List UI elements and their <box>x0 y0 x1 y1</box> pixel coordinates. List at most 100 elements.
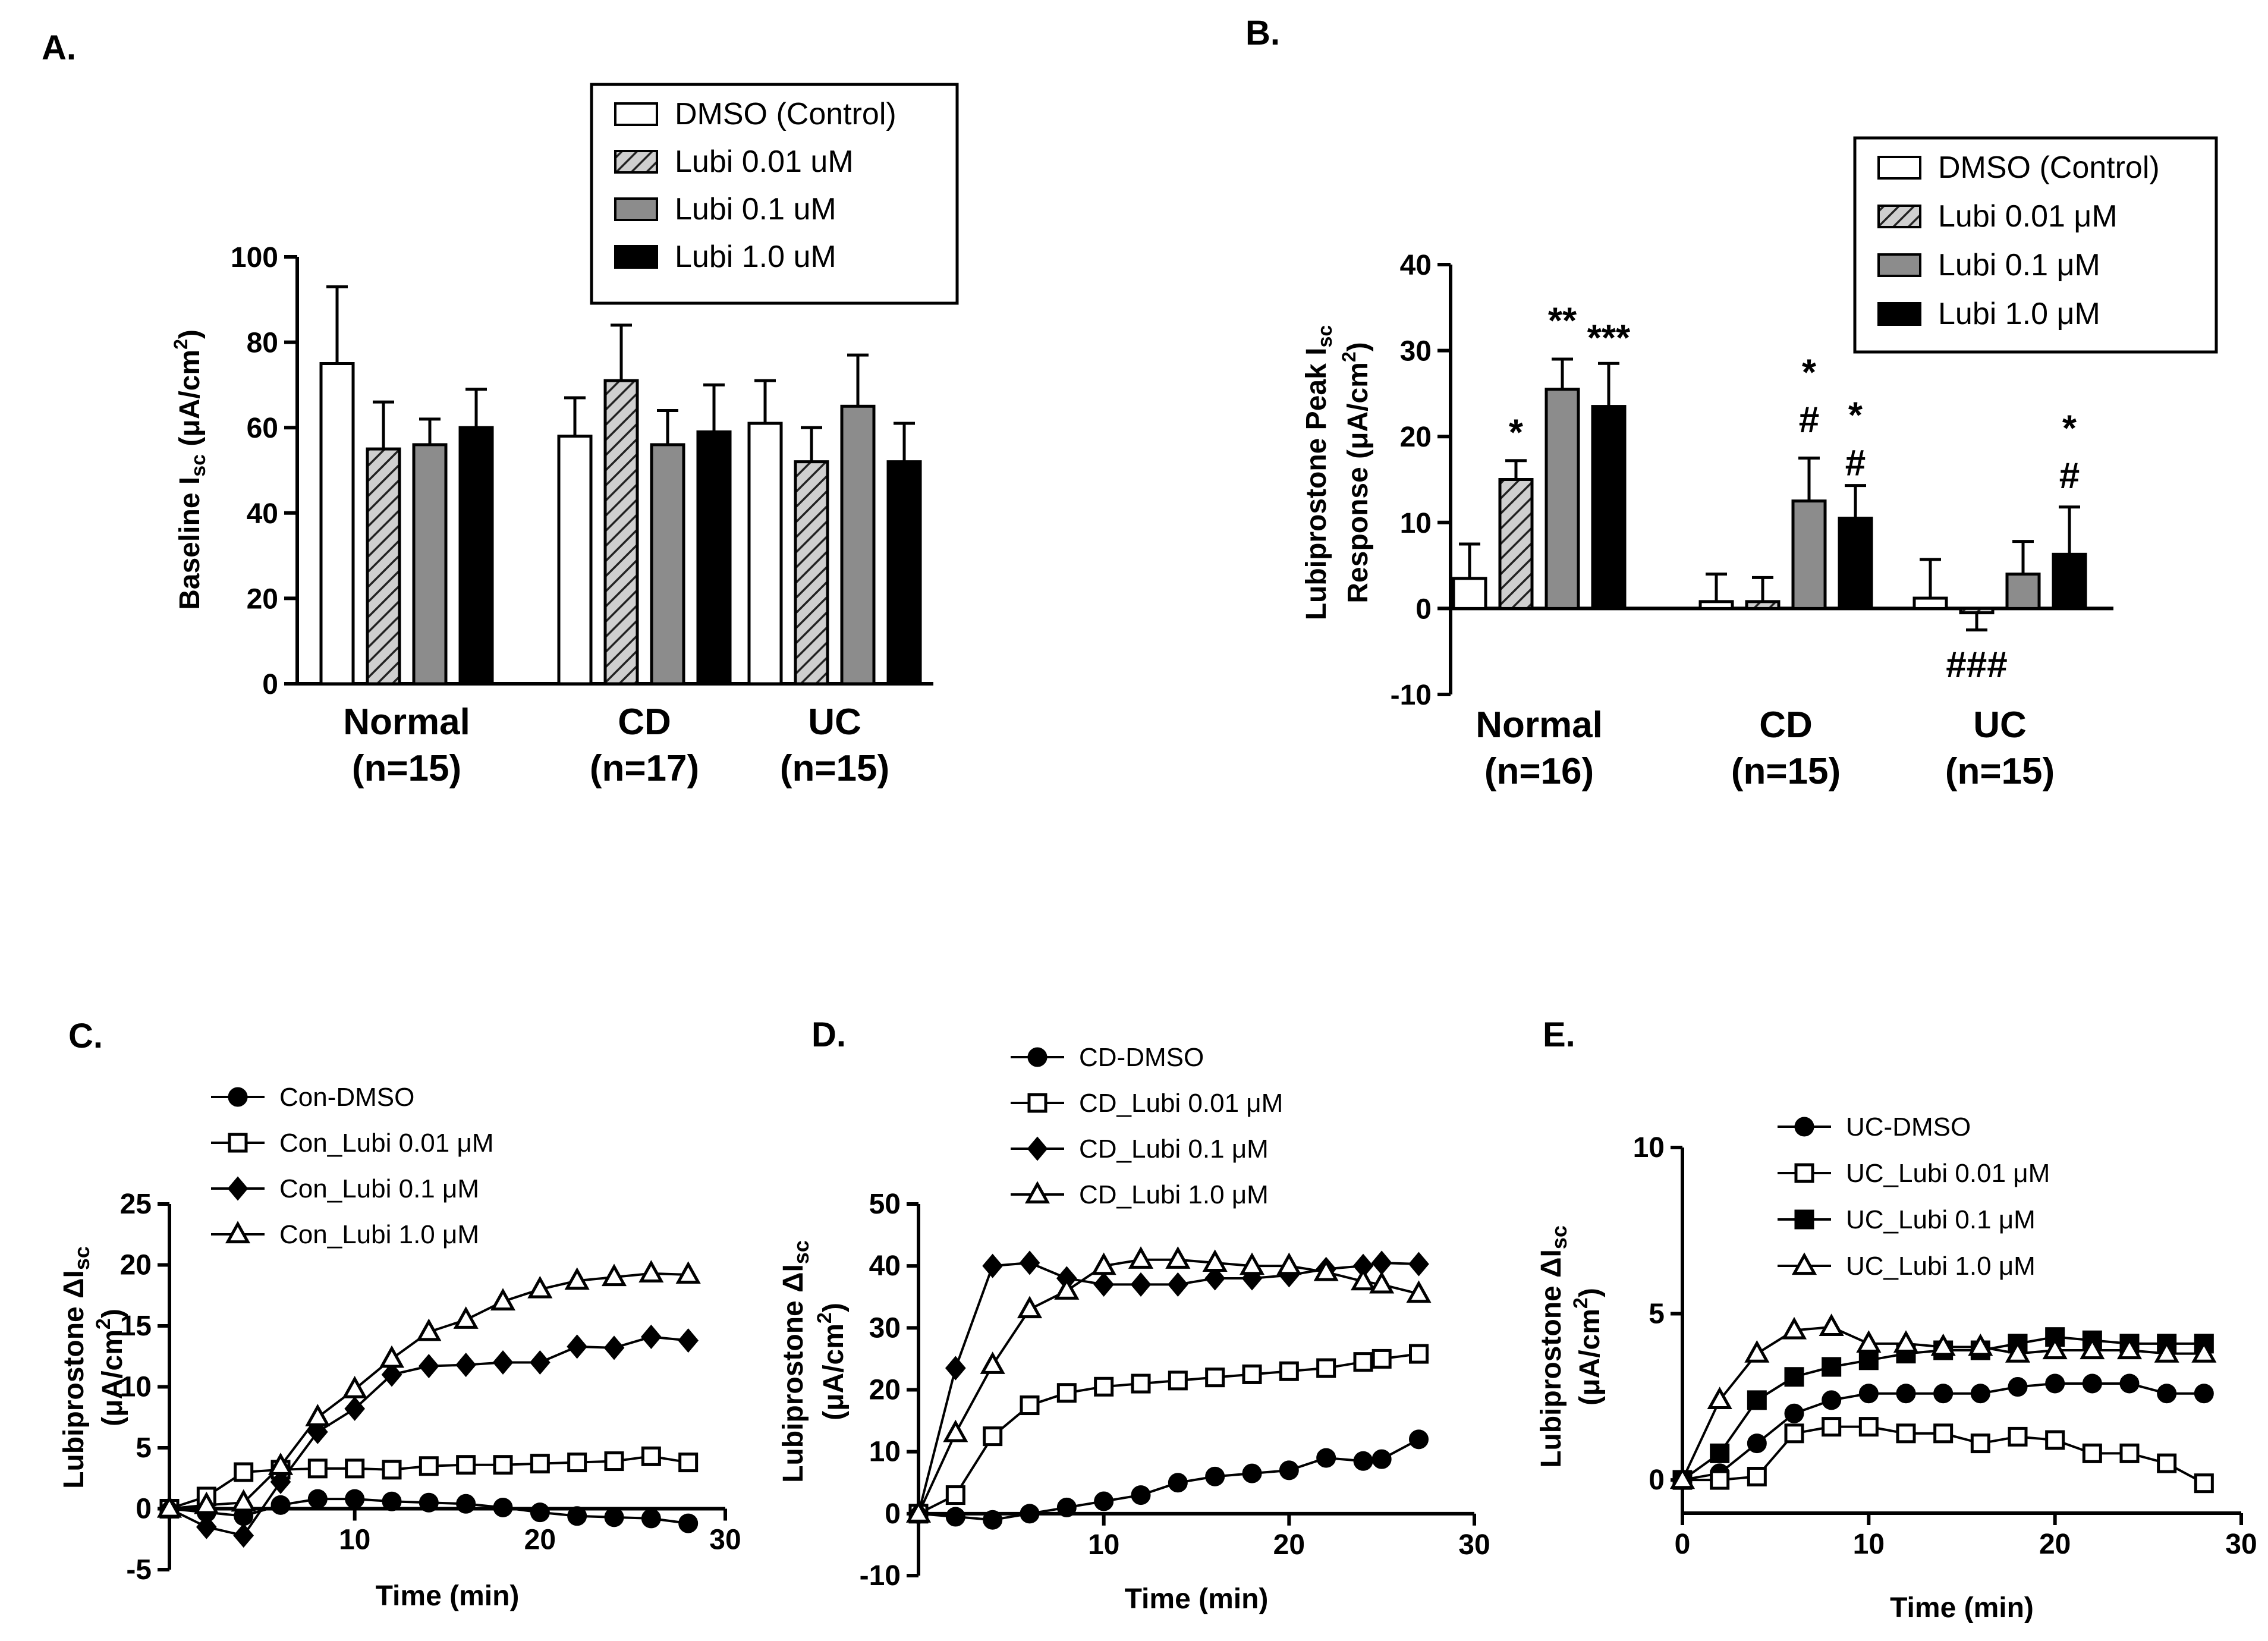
legend-label: CD_Lubi 1.0 μM <box>1079 1180 1269 1209</box>
data-point <box>1279 1460 1299 1480</box>
x-tick-label: 10 <box>1088 1529 1119 1561</box>
data-point <box>567 1506 587 1526</box>
y-tick-label: -10 <box>860 1560 901 1592</box>
data-point <box>980 1351 1005 1374</box>
data-point <box>156 1495 183 1518</box>
data-point <box>228 1133 248 1153</box>
data-point <box>675 1261 701 1284</box>
y-tick-label: 0 <box>885 1498 901 1530</box>
category-n-label: (n=15) <box>1945 751 2055 792</box>
data-point <box>1710 1443 1730 1463</box>
legend-label: Lubi 1.0 uM <box>675 240 836 274</box>
y-axis-label: Lubiprostone ΔIsc <box>1536 1225 1571 1468</box>
data-point <box>1372 1449 1392 1469</box>
y-tick-label: 20 <box>869 1375 901 1406</box>
data-point <box>2194 1384 2214 1404</box>
legend-swatch <box>1877 156 1921 180</box>
data-point <box>1747 1467 1767 1486</box>
y-tick-label: 40 <box>1400 250 1432 281</box>
data-point <box>231 1489 256 1512</box>
x-tick-label: 30 <box>709 1524 741 1556</box>
y-tick-label: 80 <box>247 328 278 359</box>
y-tick-label: 20 <box>120 1250 152 1281</box>
bar <box>1591 405 1627 610</box>
bar <box>319 362 355 686</box>
panel-a: A. 0 20 40 60 80 100 Normal (n=15) CD (n=17) UC (n=1… <box>42 29 959 789</box>
data-point <box>2008 1426 2028 1447</box>
panel-label: A. <box>42 29 76 67</box>
category-n-label: (n=15) <box>1731 751 1841 792</box>
data-point <box>227 1176 248 1201</box>
category-n-label: (n=17) <box>590 748 699 789</box>
legend-label: Con-DMSO <box>279 1083 414 1112</box>
data-point <box>1093 1272 1115 1297</box>
data-point <box>1276 1252 1302 1275</box>
legend: CD-DMSO CD_Lubi 0.01 μM CD_Lubi 0.1 μM CD_L… <box>1011 1043 1283 1209</box>
x-axis-label: Time (min) <box>376 1580 520 1612</box>
data-point <box>1131 1485 1151 1505</box>
legend-swatch <box>1877 302 1921 326</box>
data-point <box>455 1353 477 1378</box>
data-point <box>382 1491 402 1511</box>
data-point <box>1239 1252 1265 1275</box>
data-point <box>1970 1384 1990 1404</box>
data-point <box>2116 1337 2143 1360</box>
data-point <box>1056 1497 1077 1517</box>
y-axis-label-line2: (μA/cm2) <box>1569 1288 1606 1406</box>
data-point <box>678 1453 699 1473</box>
data-point <box>1054 1277 1080 1300</box>
legend-label: Lubi 0.1 μM <box>1938 248 2100 282</box>
y-tick-label: -10 <box>1391 680 1432 711</box>
y-tick-label: 10 <box>869 1436 901 1468</box>
data-point <box>342 1375 367 1398</box>
data-point <box>982 1253 1004 1278</box>
legend-label: Lubi 0.01 uM <box>675 144 854 179</box>
data-point <box>1131 1373 1151 1394</box>
y-tick-label: 10 <box>120 1372 152 1403</box>
legend: DMSO (Control) Lubi 0.01 uM Lubi 0.1 uM Lub… <box>590 83 959 305</box>
series-1 <box>159 1446 699 1519</box>
data-point <box>492 1350 514 1375</box>
significance-mark: *** <box>1587 318 1631 359</box>
y-tick-label: 30 <box>1400 336 1432 367</box>
bar <box>603 379 639 686</box>
bar <box>650 443 685 686</box>
series-2 <box>908 1250 1429 1526</box>
data-point <box>305 1404 331 1426</box>
data-point <box>1094 1376 1114 1397</box>
data-point <box>1747 1390 1767 1410</box>
bar <box>1838 517 1873 610</box>
category-label: Normal <box>1476 705 1603 746</box>
data-point <box>418 1354 439 1379</box>
panel-c: C. -5 0 5 10 15 20 25 10 20 30 Time (min) Lubiprosto… <box>58 1017 741 1612</box>
bar <box>2005 573 2041 610</box>
data-point <box>1027 1047 1048 1067</box>
data-point <box>2005 1340 2031 1363</box>
bar <box>840 404 876 686</box>
data-point <box>1794 1209 1814 1230</box>
x-tick-label: 20 <box>1273 1529 1305 1561</box>
x-axis-label: Time (min) <box>1890 1592 2034 1624</box>
significance-mark: * <box>2062 408 2077 449</box>
data-point <box>1744 1340 1770 1363</box>
data-point <box>416 1318 442 1341</box>
data-point <box>382 1460 402 1480</box>
data-point <box>1316 1358 1336 1378</box>
data-point <box>678 1328 699 1353</box>
data-point <box>1856 1330 1882 1353</box>
legend-label: CD-DMSO <box>1079 1043 1204 1072</box>
panel-label: B. <box>1245 14 1280 52</box>
data-point <box>1167 1272 1188 1297</box>
data-point <box>564 1267 590 1290</box>
series-0 <box>908 1429 1429 1530</box>
data-point <box>2119 1373 2140 1394</box>
y-tick-label: 60 <box>247 413 278 444</box>
x-tick-label: 20 <box>2039 1529 2071 1560</box>
data-point <box>1409 1344 1429 1364</box>
data-point <box>1017 1296 1043 1319</box>
data-point <box>2008 1377 2028 1397</box>
y-tick-label: 0 <box>1415 593 1432 625</box>
y-tick-label: 10 <box>1400 508 1432 539</box>
data-point <box>1822 1390 1842 1410</box>
data-point <box>2042 1337 2068 1360</box>
